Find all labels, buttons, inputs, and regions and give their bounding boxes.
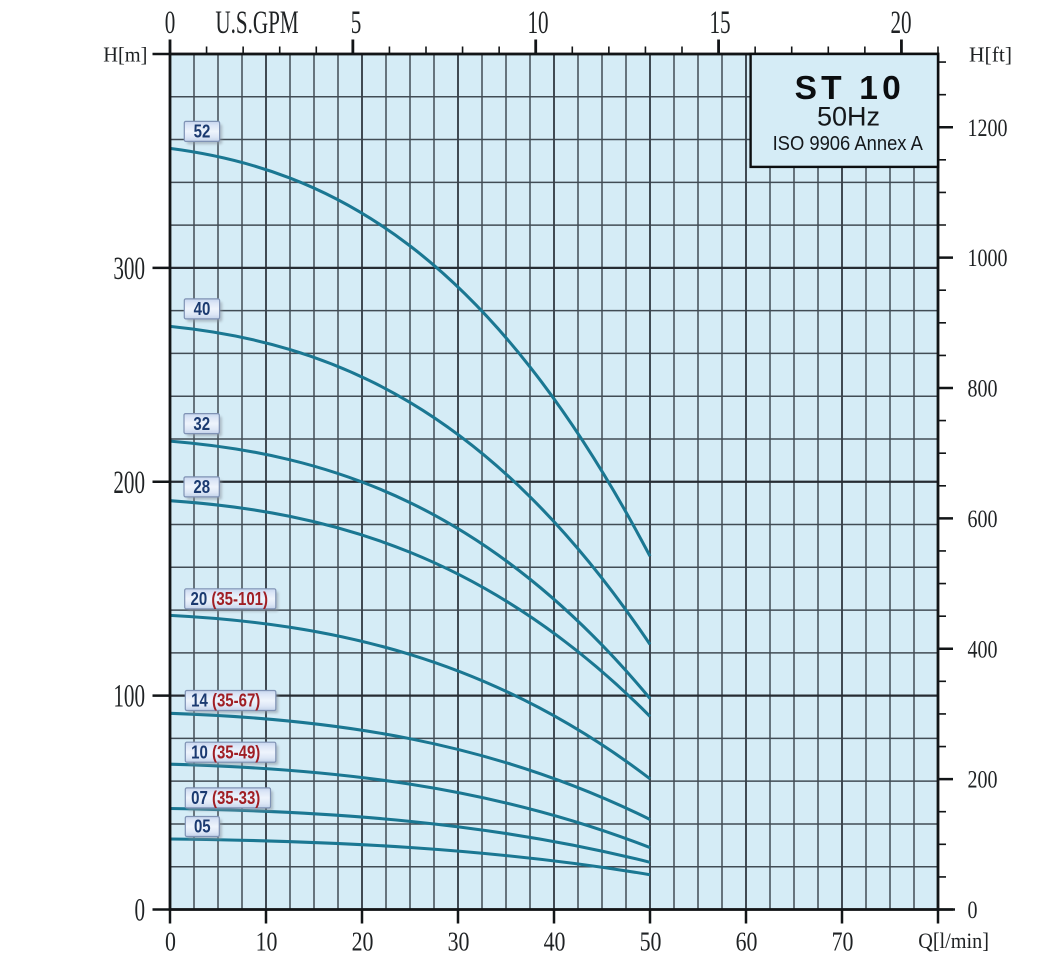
svg-text:1200: 1200 [968, 114, 1008, 142]
svg-text:ST 10: ST 10 [795, 70, 905, 107]
svg-text:0: 0 [134, 891, 145, 928]
svg-text:20: 20 [352, 927, 374, 957]
svg-text:20: 20 [890, 3, 911, 40]
svg-text:0: 0 [165, 3, 176, 40]
svg-text:200: 200 [968, 766, 998, 794]
svg-text:20 (35-101): 20 (35-101) [191, 589, 269, 610]
svg-text:Q[l/min]: Q[l/min] [918, 928, 989, 953]
svg-text:100: 100 [113, 677, 145, 714]
svg-text:10 (35-49): 10 (35-49) [191, 742, 260, 763]
svg-text:50Hz: 50Hz [817, 102, 880, 132]
svg-text:10: 10 [256, 927, 278, 957]
svg-text:28: 28 [193, 477, 210, 498]
svg-text:15: 15 [709, 3, 730, 40]
svg-text:300: 300 [113, 249, 145, 286]
svg-text:60: 60 [736, 927, 758, 957]
svg-text:40: 40 [544, 927, 566, 957]
svg-text:50: 50 [640, 927, 662, 957]
svg-text:10: 10 [527, 3, 548, 40]
svg-text:0: 0 [968, 896, 978, 924]
svg-text:ISO 9906 Annex A: ISO 9906 Annex A [773, 134, 923, 156]
svg-text:600: 600 [968, 505, 998, 533]
svg-text:14 (35-67): 14 (35-67) [191, 690, 260, 711]
svg-text:05: 05 [194, 816, 211, 837]
svg-text:U.S.GPM: U.S.GPM [215, 3, 298, 40]
svg-text:800: 800 [968, 375, 998, 403]
svg-text:1000: 1000 [968, 244, 1008, 272]
svg-text:32: 32 [193, 413, 210, 434]
svg-text:30: 30 [448, 927, 470, 957]
svg-text:400: 400 [968, 635, 998, 663]
svg-text:07 (35-33): 07 (35-33) [191, 788, 260, 809]
svg-text:0: 0 [165, 927, 176, 957]
svg-text:40: 40 [194, 299, 211, 320]
svg-text:H[m]: H[m] [103, 42, 147, 67]
svg-text:52: 52 [194, 121, 211, 142]
svg-text:5: 5 [351, 3, 362, 40]
svg-text:H[ft]: H[ft] [969, 43, 1012, 67]
svg-text:70: 70 [832, 927, 854, 957]
svg-text:200: 200 [113, 463, 145, 500]
